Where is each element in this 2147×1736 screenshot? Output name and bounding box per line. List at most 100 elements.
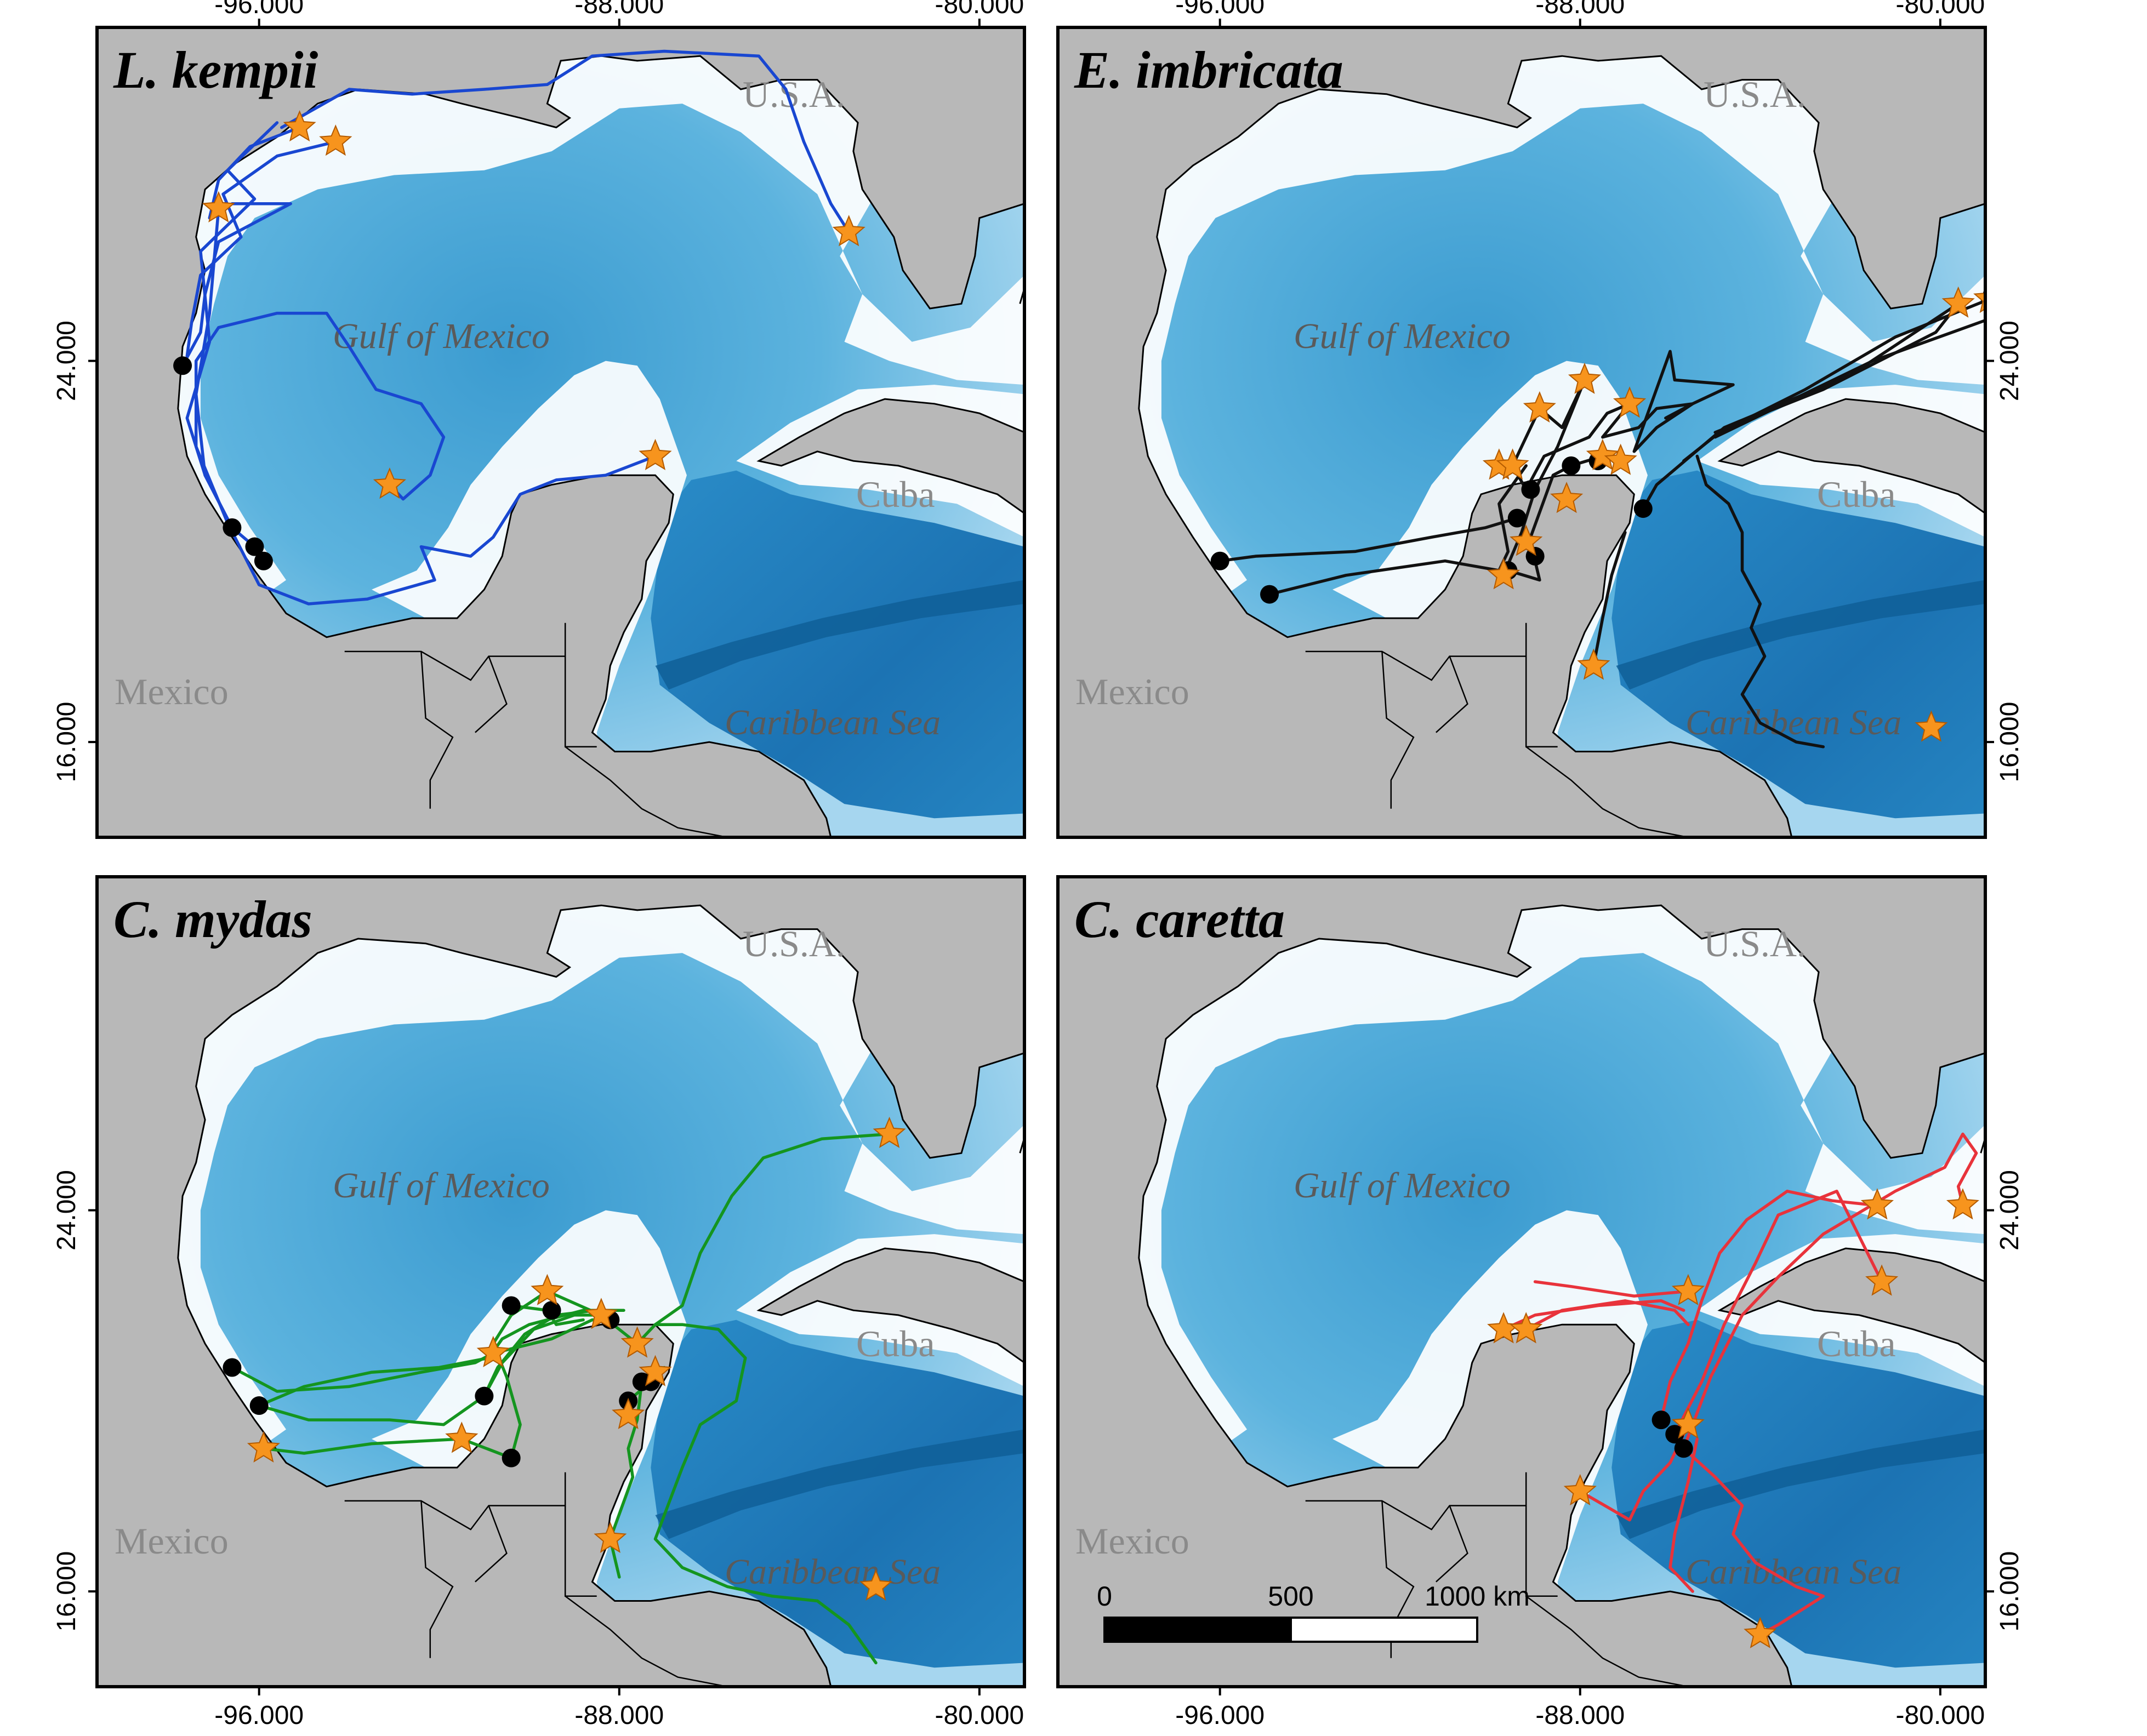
release-star-marker — [1510, 524, 1543, 556]
release-star-marker — [1523, 391, 1556, 423]
lon-tick-label: -80.000 — [935, 0, 1024, 19]
release-star-marker — [1577, 648, 1610, 680]
scale-label-0: 0 — [1097, 1581, 1112, 1612]
lon-tick-label: -88.000 — [1535, 1701, 1625, 1730]
release-star-marker — [1496, 448, 1529, 480]
release-star-marker — [1946, 1188, 1979, 1220]
label-cuba: Cuba — [1817, 1323, 1896, 1364]
track-endpoint — [173, 356, 192, 375]
release-star-marker — [1915, 710, 1948, 742]
track-endpoint — [1674, 1439, 1693, 1458]
label-cuba: Cuba — [856, 473, 935, 515]
country-border-4 — [1436, 1505, 1468, 1583]
lat-tick-label: 16.000 — [52, 1551, 81, 1632]
cuba-island — [756, 398, 1024, 515]
panel-frame — [95, 875, 1026, 1688]
label-mexico: Mexico — [115, 671, 229, 712]
track-endpoint — [1665, 1425, 1684, 1444]
label-mexico: Mexico — [1075, 1520, 1189, 1562]
track-line — [653, 1132, 891, 1326]
track-line — [194, 311, 657, 606]
track-line — [1713, 318, 1985, 439]
country-border-1 — [420, 1500, 454, 1658]
lat-tick-label: 24.000 — [52, 321, 81, 401]
cayman-trench — [1616, 1429, 1985, 1539]
release-star-marker — [1487, 558, 1520, 590]
shelf-water-0 — [146, 877, 979, 1449]
country-border-2 — [564, 1505, 597, 1597]
track-line — [653, 1323, 878, 1665]
mainland — [97, 877, 1024, 1687]
release-star-marker — [620, 1326, 654, 1358]
track-line — [1502, 350, 1735, 577]
label-cuba: Cuba — [1817, 473, 1896, 515]
release-star-marker — [1563, 1474, 1597, 1506]
track-line — [1695, 454, 1825, 749]
lon-tick-label: -88.000 — [1535, 0, 1625, 19]
release-star-marker — [1550, 482, 1584, 513]
country-border-0 — [344, 623, 566, 681]
panel-eimbricata: U.S.A. Mexico Cuba Gulf of Mexico Caribbean … — [1056, 26, 1987, 839]
release-star-marker — [1941, 286, 1975, 318]
label-usa: U.S.A. — [743, 73, 845, 115]
release-star-marker — [202, 191, 235, 222]
country-border-2 — [1525, 1505, 1558, 1597]
species-label: C. caretta — [1074, 890, 1285, 949]
release-star-marker — [283, 110, 316, 142]
country-border-4 — [475, 1505, 508, 1583]
track-endpoint — [1562, 456, 1581, 475]
label-gulf-of-mexico: Gulf of Mexico — [1294, 316, 1511, 356]
track-endpoint — [475, 1386, 494, 1406]
shelf-water-0 — [146, 27, 979, 599]
cayman-trench — [655, 1429, 1024, 1539]
shelf-water-0 — [1107, 877, 1940, 1449]
track-line — [482, 1309, 599, 1398]
track-line — [1682, 299, 1985, 462]
country-border-3 — [565, 746, 728, 837]
label-usa: U.S.A. — [1704, 73, 1806, 115]
track-line — [1682, 1132, 1978, 1451]
release-star-marker — [612, 1397, 645, 1430]
country-border-3 — [1525, 1595, 1689, 1687]
release-star-marker — [1860, 1188, 1894, 1220]
release-star-marker — [1671, 1407, 1705, 1439]
track-endpoint — [245, 537, 264, 556]
lon-tick-label: -80.000 — [1895, 1701, 1985, 1730]
release-star-marker — [639, 1355, 672, 1386]
release-star-marker — [1586, 438, 1619, 471]
release-star-marker — [476, 1335, 510, 1368]
lat-tick-label: 16.000 — [1995, 702, 2024, 783]
country-border-4 — [475, 656, 508, 733]
caribbean-deep-water — [651, 1320, 1024, 1668]
label-gulf-of-mexico: Gulf of Mexico — [333, 316, 550, 356]
release-star-marker — [1744, 1617, 1777, 1648]
cuba-island — [1717, 1247, 1985, 1364]
label-mexico: Mexico — [115, 1520, 229, 1562]
panel-frame — [1056, 875, 1987, 1688]
country-border-1 — [1381, 651, 1415, 809]
label-gulf-of-mexico: Gulf of Mexico — [333, 1166, 550, 1206]
track-endpoint — [502, 1448, 521, 1467]
label-caribbean-sea: Caribbean Sea — [1685, 703, 1901, 743]
shelf-water-3 — [844, 1124, 1024, 1235]
release-star-marker — [1613, 386, 1647, 418]
track-line — [1592, 530, 1627, 667]
release-star-marker — [1865, 1264, 1899, 1296]
track-endpoint — [1633, 499, 1653, 518]
jamaica-island — [2012, 1467, 2093, 1506]
track-line — [1673, 1190, 1883, 1436]
scale-bar: 0 500 1000 km — [1097, 1581, 1530, 1643]
cuba-island — [1717, 398, 1985, 515]
species-label: L. kempii — [113, 41, 318, 99]
release-star-marker — [832, 215, 865, 247]
label-usa: U.S.A. — [1704, 923, 1806, 964]
panel-frame — [95, 26, 1026, 839]
species-label: E. imbricata — [1074, 41, 1343, 99]
lon-tick-label: -96.000 — [214, 0, 304, 19]
map-eimbricata: U.S.A. Mexico Cuba Gulf of Mexico Caribbean … — [1058, 27, 1985, 837]
release-star-marker — [594, 1521, 627, 1554]
lat-tick-label: 16.000 — [1995, 1551, 2024, 1632]
release-star-marker — [247, 1431, 280, 1463]
